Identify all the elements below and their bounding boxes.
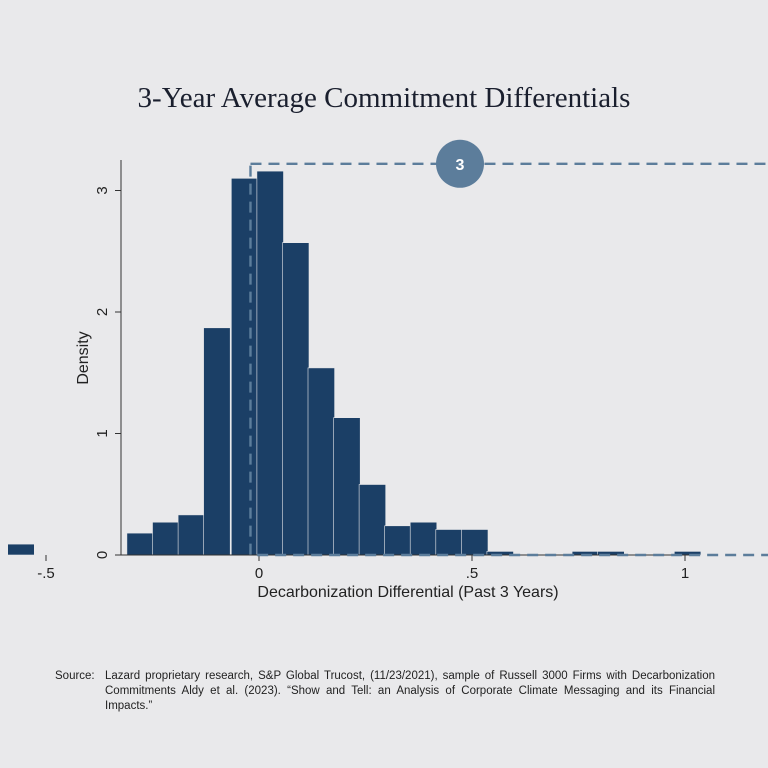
histogram-bar [256, 170, 284, 556]
y-tick-label: 1 [94, 429, 111, 437]
histogram-bar [282, 242, 310, 556]
source-text: Lazard proprietary research, S&P Global … [105, 670, 715, 712]
histogram-bar [177, 514, 206, 556]
x-tick-label: -.5 [37, 565, 55, 582]
y-tick-label: 3 [94, 186, 111, 194]
histogram-bar [358, 484, 387, 556]
y-axis-label: Density [75, 331, 92, 384]
annotation-layer: 3 [249, 139, 768, 557]
histogram-bar [231, 178, 259, 556]
source-label: Source: [55, 670, 95, 682]
x-axis-label: Decarbonization Differential (Past 3 Yea… [257, 584, 558, 601]
histogram-bar [384, 525, 412, 556]
histogram-bar [333, 417, 361, 556]
histogram-bar [409, 521, 438, 556]
histogram-bar [126, 532, 154, 556]
y-tick-label: 0 [94, 551, 111, 559]
x-tick-label: 0 [255, 565, 263, 582]
bars-layer [7, 170, 702, 556]
histogram-bar [307, 367, 335, 556]
source-note: Source: Lazard proprietary research, S&P… [55, 669, 715, 714]
histogram-bar [435, 529, 463, 556]
x-tick-label: .5 [466, 565, 479, 582]
histogram-bar [7, 543, 35, 556]
annotation-badge-label: 3 [456, 157, 465, 174]
annotation-badge [436, 139, 484, 188]
annotation-dashed-box [249, 162, 768, 557]
y-tick-label: 2 [94, 308, 111, 316]
chart-title: 3-Year Average Commitment Differentials [137, 82, 631, 114]
histogram-bar [461, 529, 489, 556]
x-tick-label: 1 [681, 565, 689, 582]
histogram-bar [203, 327, 231, 556]
histogram-bar [152, 521, 180, 556]
